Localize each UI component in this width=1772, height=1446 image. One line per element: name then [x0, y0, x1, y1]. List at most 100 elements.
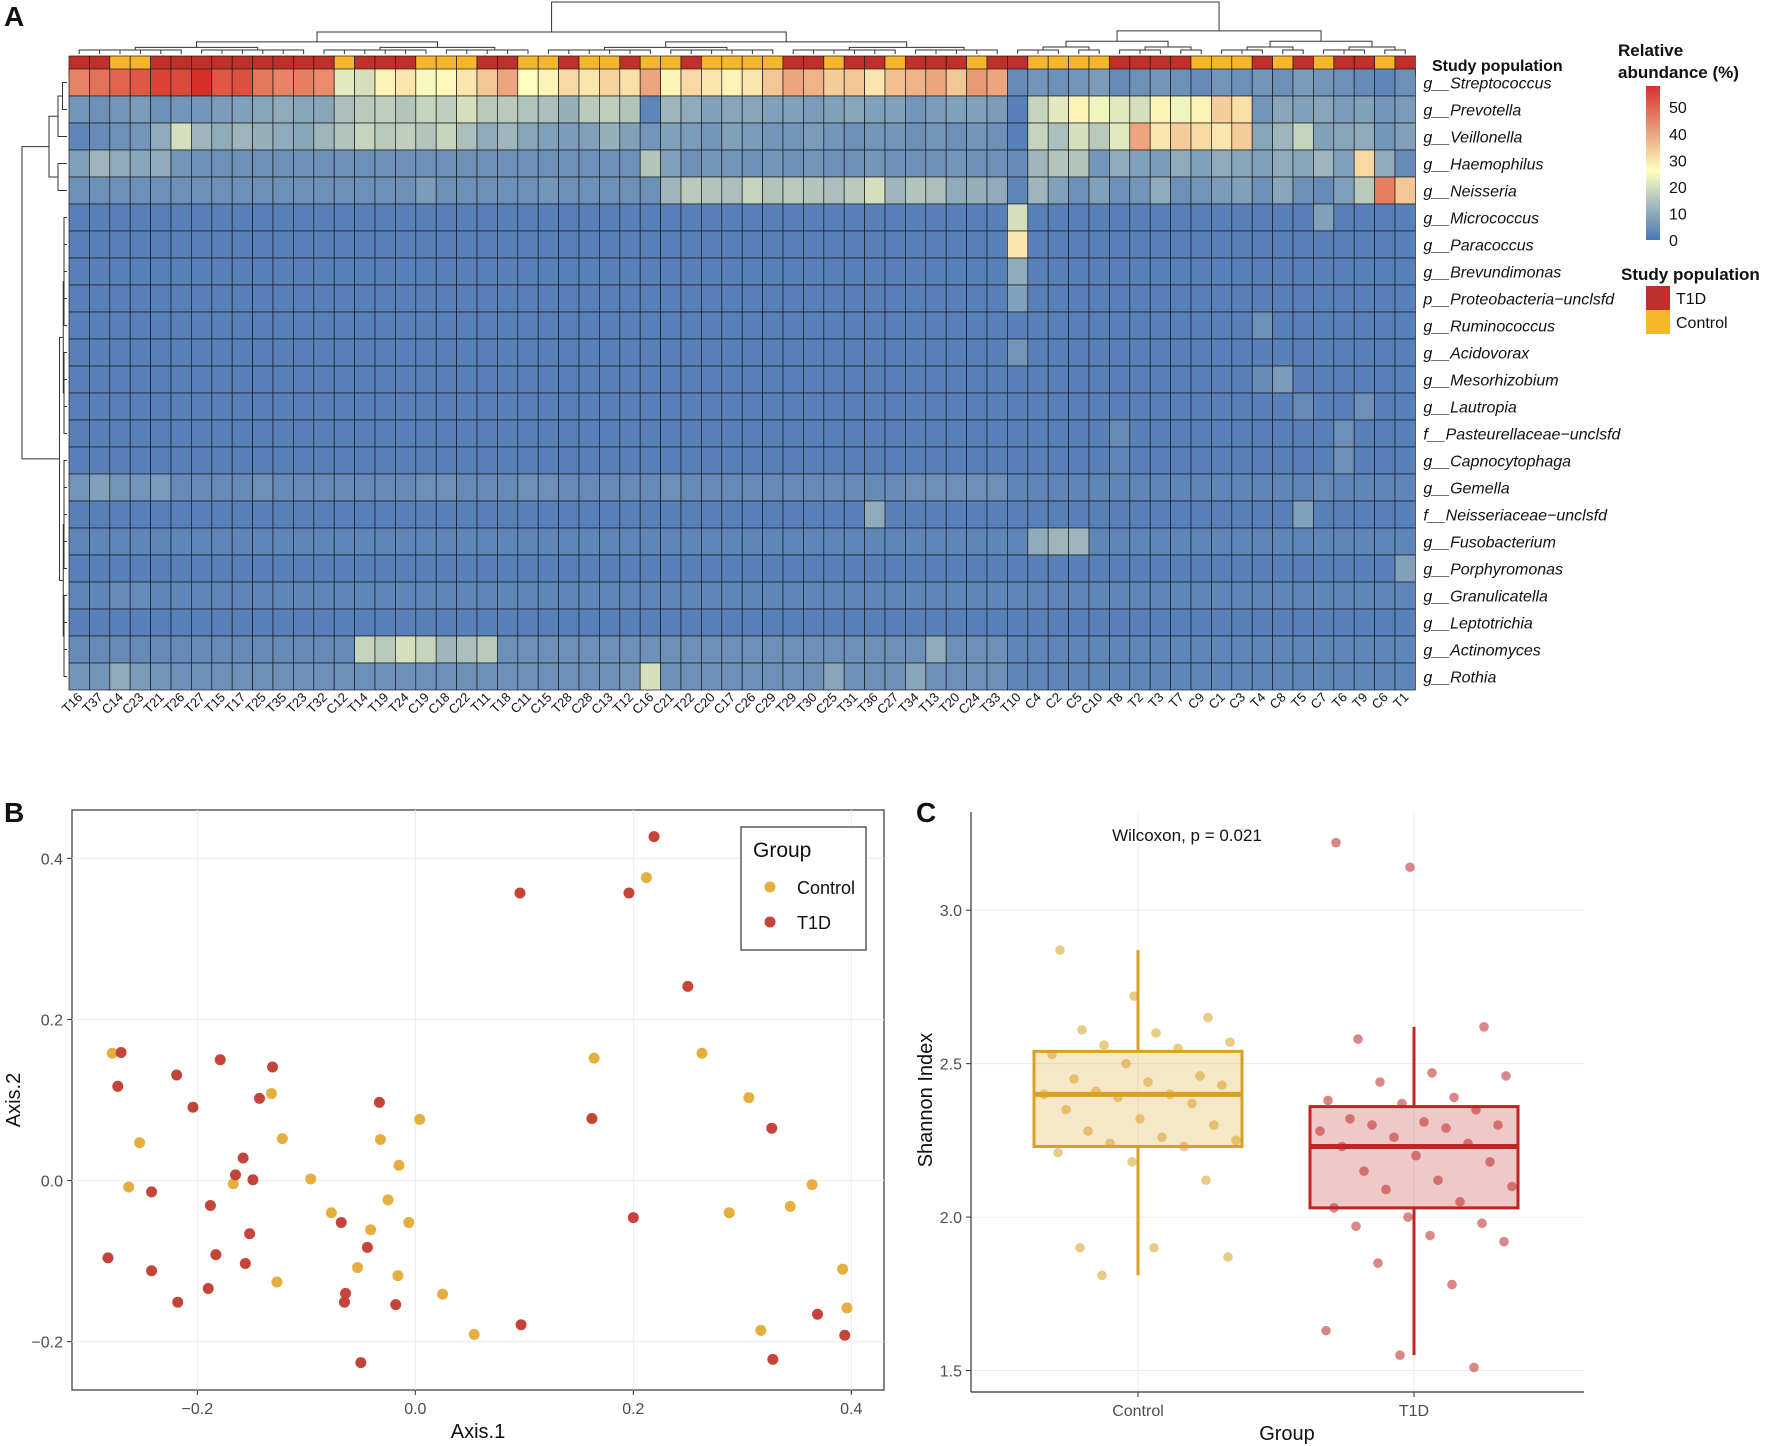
heatmap-cell [680, 419, 702, 448]
heatmap-cell [1190, 554, 1212, 583]
boxplot-x-tick-label: T1D [1399, 1403, 1429, 1420]
heatmap-cell [1313, 176, 1335, 205]
heatmap-cell [823, 446, 845, 475]
heatmap-cell [129, 554, 151, 583]
heatmap-cell [701, 230, 723, 259]
heatmap-cell [415, 365, 437, 394]
scatter-ticks: −0.2 0.0 0.2 0.4−0.20.00.20.4 [31, 851, 862, 1418]
heatmap-cell [129, 68, 151, 97]
heatmap-cell [680, 230, 702, 259]
heatmap-cell [578, 527, 600, 556]
heatmap-cell [170, 68, 192, 97]
heatmap-cell [1353, 338, 1375, 367]
dendrogram-link [547, 49, 570, 54]
heatmap-cell [1047, 365, 1069, 394]
heatmap-cell [741, 554, 763, 583]
dendrogram-link [1119, 49, 1141, 54]
heatmap-cell [558, 473, 580, 502]
heatmap-cell [680, 527, 702, 556]
heatmap-cell [68, 203, 90, 232]
heatmap-cell [476, 500, 498, 529]
heatmap-cell [517, 527, 539, 556]
scatter-point-control [305, 1173, 317, 1185]
heatmap-cell [762, 662, 784, 691]
heatmap-cell [89, 68, 111, 97]
heatmap-cell [170, 635, 192, 664]
heatmap-cell [680, 284, 702, 313]
heatmap-cell [415, 446, 437, 475]
heatmap-cell [1251, 635, 1273, 664]
heatmap-cell [741, 257, 763, 286]
heatmap-cell [1353, 311, 1375, 340]
heatmap-cell [89, 527, 111, 556]
heatmap-cell [1251, 338, 1273, 367]
heatmap-cell [374, 527, 396, 556]
dendrogram-link [445, 49, 468, 54]
heatmap-cell [578, 500, 600, 529]
heatmap-cell [395, 500, 417, 529]
heatmap-cell [578, 554, 600, 583]
heatmap-cell [537, 230, 559, 259]
heatmap-cell [415, 419, 437, 448]
heatmap-cell [68, 257, 90, 286]
heatmap-cell [109, 554, 131, 583]
heatmap-cell [333, 608, 355, 637]
heatmap-cell [1272, 662, 1294, 691]
dendrogram-link [59, 336, 64, 581]
heatmap-cell [1211, 608, 1233, 637]
heatmap-cell [741, 446, 763, 475]
heatmap-cell [966, 149, 988, 178]
heatmap-cell [762, 581, 784, 610]
heatmap-cell [395, 203, 417, 232]
heatmap-cell [843, 257, 865, 286]
heatmap-cell [660, 149, 682, 178]
heatmap-cell [333, 527, 355, 556]
row-labels: g__Streptococcusg__Prevotellag__Veillone… [1422, 76, 1621, 687]
boxplot-y-tick-label: 3.0 [940, 903, 962, 920]
dendrogram-link [316, 31, 787, 42]
heatmap-cell [1109, 581, 1131, 610]
heatmap-cell [129, 662, 151, 691]
heatmap-cell [1374, 311, 1396, 340]
heatmap-cell [537, 500, 559, 529]
heatmap-cell [578, 284, 600, 313]
heatmap-cell [1353, 176, 1375, 205]
heatmap-cell [68, 365, 90, 394]
heatmap-cell [109, 473, 131, 502]
heatmap-cell [313, 203, 335, 232]
heatmap-cell [639, 392, 661, 421]
dendrogram-link [150, 49, 182, 54]
heatmap-cell [1374, 473, 1396, 502]
scatter-gridlines [72, 810, 884, 1390]
jitter-point-t1d [1469, 1362, 1479, 1373]
heatmap-cell [782, 311, 804, 340]
heatmap-cell [1088, 581, 1110, 610]
heatmap-cell [986, 392, 1008, 421]
heatmap-cell [639, 230, 661, 259]
dendrogram-link [323, 49, 345, 54]
heatmap-cell [1068, 95, 1090, 124]
heatmap-cell [1313, 257, 1335, 286]
heatmap-cell [109, 662, 131, 691]
population-legend-title: Study population [1621, 265, 1760, 284]
heatmap-cell [252, 500, 274, 529]
heatmap-cell [1129, 581, 1151, 610]
heatmap-cell [1272, 365, 1294, 394]
heatmap-cell [1272, 257, 1294, 286]
heatmap-cell [721, 311, 743, 340]
heatmap-cell [721, 500, 743, 529]
heatmap-cell [986, 149, 1008, 178]
heatmap-cell [619, 257, 641, 286]
heatmap-cell [721, 608, 743, 637]
heatmap-cell [578, 95, 600, 124]
heatmap-cell [803, 338, 825, 367]
heatmap-cell [1129, 446, 1151, 475]
heatmap-cell [945, 446, 967, 475]
heatmap-cell [1211, 311, 1233, 340]
scatter-y-tick-label: −0.2 [31, 1335, 63, 1352]
heatmap-cell [599, 284, 621, 313]
row-dendrogram [21, 82, 67, 677]
heatmap-cell [1211, 257, 1233, 286]
heatmap-cell [1251, 581, 1273, 610]
